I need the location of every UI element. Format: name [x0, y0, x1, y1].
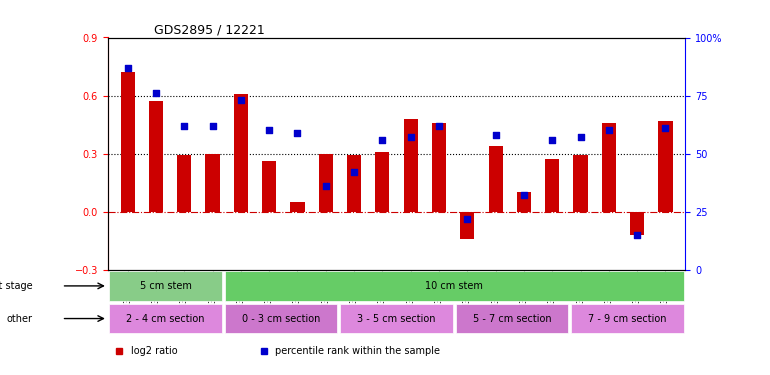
Bar	[177, 156, 191, 212]
Point	[348, 169, 360, 175]
Text: development stage: development stage	[0, 281, 33, 291]
Point	[377, 136, 389, 142]
Text: 3 - 5 cm section: 3 - 5 cm section	[357, 314, 436, 324]
Bar	[658, 121, 672, 211]
Bar	[319, 153, 333, 212]
Text: percentile rank within the sample: percentile rank within the sample	[276, 346, 440, 356]
Bar	[121, 72, 135, 211]
Bar	[403, 119, 418, 211]
Text: 5 cm stem: 5 cm stem	[139, 281, 192, 291]
Point	[659, 125, 671, 131]
Point	[517, 192, 530, 198]
Point	[433, 123, 445, 129]
Point	[291, 130, 303, 136]
Point	[263, 128, 276, 134]
Point	[320, 183, 332, 189]
FancyBboxPatch shape	[340, 304, 453, 333]
Text: 0 - 3 cm section: 0 - 3 cm section	[242, 314, 320, 324]
Point	[631, 232, 644, 238]
Text: 10 cm stem: 10 cm stem	[425, 281, 484, 291]
Point	[235, 97, 247, 103]
Bar	[375, 152, 390, 211]
Bar	[347, 156, 361, 212]
Point	[404, 134, 417, 140]
FancyBboxPatch shape	[456, 304, 568, 333]
FancyBboxPatch shape	[109, 304, 222, 333]
Point	[574, 134, 587, 140]
Bar	[290, 202, 305, 211]
Bar	[234, 94, 248, 212]
Point	[206, 123, 219, 129]
Point	[122, 64, 134, 70]
Text: 5 - 7 cm section: 5 - 7 cm section	[473, 314, 551, 324]
Text: 7 - 9 cm section: 7 - 9 cm section	[588, 314, 667, 324]
Bar	[574, 156, 588, 212]
Bar	[488, 146, 503, 211]
FancyBboxPatch shape	[571, 304, 684, 333]
Bar	[206, 153, 219, 212]
Bar	[602, 123, 616, 211]
Bar	[262, 161, 276, 211]
Bar	[545, 159, 559, 212]
Bar	[460, 211, 474, 238]
Text: GDS2895 / 12221: GDS2895 / 12221	[154, 23, 265, 36]
Bar	[432, 123, 446, 211]
Point	[490, 132, 502, 138]
Point	[603, 128, 615, 134]
Point	[546, 136, 558, 142]
Bar	[149, 101, 163, 211]
Bar	[517, 192, 531, 211]
FancyBboxPatch shape	[225, 271, 684, 301]
Point	[461, 216, 474, 222]
Point	[149, 90, 162, 96]
Text: 2 - 4 cm section: 2 - 4 cm section	[126, 314, 205, 324]
FancyBboxPatch shape	[225, 304, 337, 333]
Text: log2 ratio: log2 ratio	[131, 346, 178, 356]
FancyBboxPatch shape	[109, 271, 222, 301]
Point	[178, 123, 190, 129]
Bar	[630, 211, 644, 235]
Text: other: other	[7, 314, 33, 324]
